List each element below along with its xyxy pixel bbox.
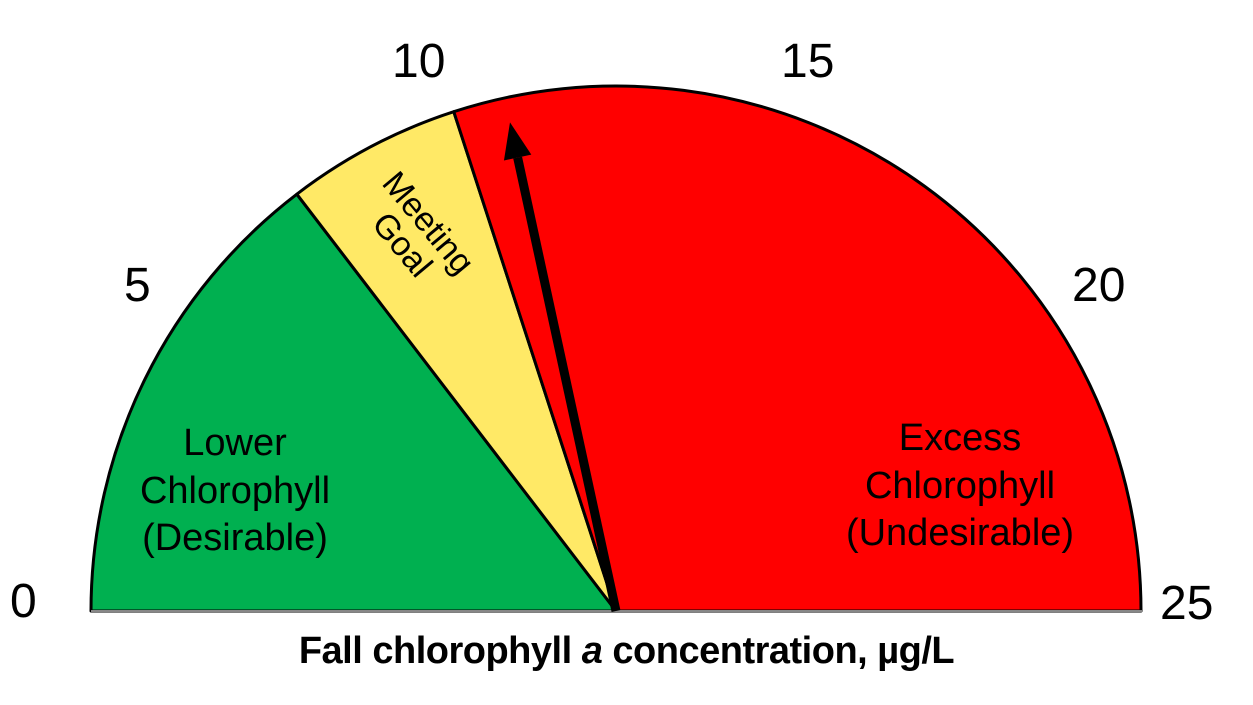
zone-label-undesirable: Excess Chlorophyll (Undesirable)	[800, 415, 1120, 558]
axis-title-before: Fall chlorophyll	[298, 630, 582, 672]
zone-label-line: (Desirable)	[142, 517, 328, 559]
zone-label-line: Chlorophyll	[139, 469, 331, 512]
zone-label-line: Lower	[183, 422, 287, 464]
axis-title-after: concentration, µg/L	[602, 630, 955, 672]
zone-label-line: Excess	[898, 417, 1022, 459]
tick-label-0: 0	[10, 575, 37, 628]
tick-label-20: 20	[1072, 259, 1126, 312]
zone-label-desirable: Lower Chlorophyll (Desirable)	[95, 420, 375, 563]
gauge-zone-2	[452, 84, 1143, 613]
tick-label-25: 25	[1160, 577, 1214, 630]
axis-title-italic: a	[581, 630, 603, 672]
needle-shaft	[513, 156, 621, 612]
needle-arrowhead-icon	[503, 122, 532, 161]
gauge-zones	[89, 84, 1143, 613]
zone-label-line: (Undesirable)	[845, 512, 1075, 554]
gauge-zone-1	[295, 110, 618, 613]
tick-label-5: 5	[124, 259, 151, 312]
gauge-needle-arrow	[503, 122, 621, 612]
zone-label-line: Chlorophyll	[864, 464, 1056, 507]
tick-label-10: 10	[392, 35, 446, 88]
gauge-zone-0	[89, 192, 618, 613]
axis-title: Fall chlorophyll a concentration, µg/L	[0, 630, 1253, 673]
tick-label-15: 15	[781, 35, 835, 88]
